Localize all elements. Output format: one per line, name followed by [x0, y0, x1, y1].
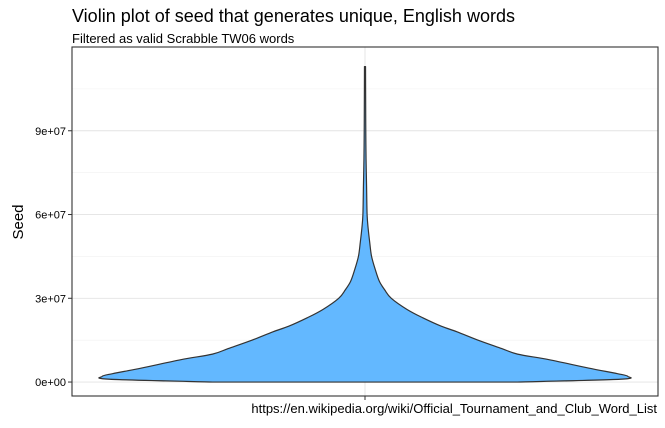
- y-axis: 0e+00 3e+07 6e+07 9e+07: [35, 126, 366, 400]
- violin-shape: [98, 65, 632, 383]
- y-tick-label: 0e+00: [35, 377, 66, 389]
- y-tick-label: 6e+07: [35, 210, 66, 222]
- y-axis-title: Seed: [10, 204, 27, 239]
- violin-layer: [98, 65, 632, 383]
- chart-subtitle: Filtered as valid Scrabble TW06 words: [72, 31, 295, 46]
- y-tick-label: 9e+07: [35, 126, 66, 138]
- chart-caption: https://en.wikipedia.org/wiki/Official_T…: [251, 401, 657, 416]
- plot-area: [71, 46, 659, 397]
- y-tick-label: 3e+07: [35, 293, 66, 305]
- chart-title: Violin plot of seed that generates uniqu…: [72, 6, 515, 26]
